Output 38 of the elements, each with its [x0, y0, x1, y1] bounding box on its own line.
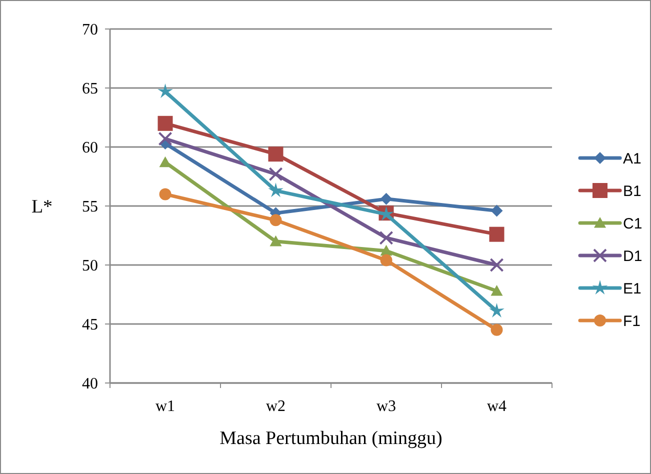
point [490, 204, 503, 217]
point [490, 324, 503, 336]
point [379, 230, 394, 245]
y-tick-label: 40 [82, 376, 98, 393]
y-tick-label: 60 [82, 140, 98, 157]
point [489, 226, 504, 242]
x-axis-title: Masa Pertumbuhan (minggu) [220, 428, 442, 449]
y-tick-label: 45 [82, 316, 98, 334]
point [490, 284, 503, 296]
point [268, 146, 284, 162]
point [490, 258, 504, 272]
point [158, 132, 172, 146]
legend-label: E1 [623, 280, 642, 298]
legend-label: F1 [623, 312, 641, 330]
y-tick-label: 70 [82, 22, 98, 39]
point [268, 182, 284, 198]
point [268, 167, 283, 182]
legend-label: C1 [623, 215, 642, 232]
y-tick-label: 55 [82, 198, 98, 216]
x-tick-label: w2 [266, 398, 286, 415]
legend-label: A1 [623, 150, 642, 168]
y-tick-label: 50 [82, 258, 98, 275]
point [158, 116, 173, 131]
point [380, 192, 392, 205]
point [380, 244, 392, 256]
y-tick-label: 65 [82, 80, 98, 98]
point [270, 235, 282, 246]
x-tick-label: w3 [376, 398, 396, 415]
point [489, 303, 504, 318]
point [158, 84, 173, 98]
x-tick-label: w4 [486, 398, 507, 415]
point [380, 254, 392, 266]
point [159, 188, 172, 200]
point [270, 214, 282, 226]
legend-label: D1 [623, 248, 642, 265]
legend-label: B1 [623, 182, 642, 200]
y-axis-title: L* [31, 196, 53, 218]
x-tick-label: w1 [155, 398, 176, 415]
